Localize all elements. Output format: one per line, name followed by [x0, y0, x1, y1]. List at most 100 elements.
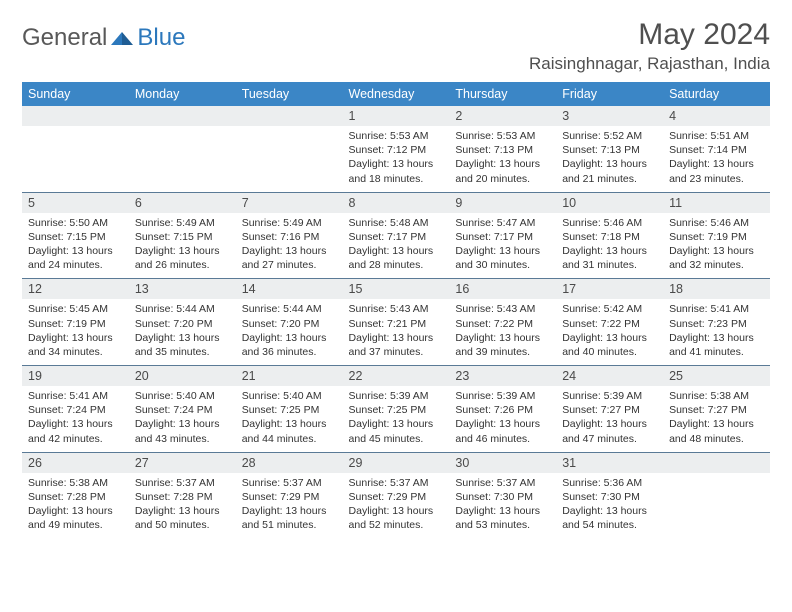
day-detail-cell: Sunrise: 5:39 AMSunset: 7:26 PMDaylight:…	[449, 386, 556, 452]
day-detail-cell	[663, 473, 770, 539]
sunrise-line: Sunrise: 5:53 AM	[349, 129, 444, 143]
sunset-line: Sunset: 7:27 PM	[562, 403, 657, 417]
daylight-line: Daylight: 13 hours and 24 minutes.	[28, 244, 123, 272]
weekday-header: Saturday	[663, 82, 770, 106]
daylight-line: Daylight: 13 hours and 54 minutes.	[562, 504, 657, 532]
day-detail-cell: Sunrise: 5:50 AMSunset: 7:15 PMDaylight:…	[22, 213, 129, 279]
day-detail-cell: Sunrise: 5:44 AMSunset: 7:20 PMDaylight:…	[236, 299, 343, 365]
daylight-line: Daylight: 13 hours and 41 minutes.	[669, 331, 764, 359]
sunset-line: Sunset: 7:19 PM	[28, 317, 123, 331]
sunrise-line: Sunrise: 5:44 AM	[242, 302, 337, 316]
sunset-line: Sunset: 7:21 PM	[349, 317, 444, 331]
daylight-line: Daylight: 13 hours and 48 minutes.	[669, 417, 764, 445]
day-detail-cell: Sunrise: 5:38 AMSunset: 7:28 PMDaylight:…	[22, 473, 129, 539]
daylight-line: Daylight: 13 hours and 23 minutes.	[669, 157, 764, 185]
daylight-line: Daylight: 13 hours and 47 minutes.	[562, 417, 657, 445]
sunset-line: Sunset: 7:30 PM	[562, 490, 657, 504]
daylight-line: Daylight: 13 hours and 51 minutes.	[242, 504, 337, 532]
day-detail-cell: Sunrise: 5:44 AMSunset: 7:20 PMDaylight:…	[129, 299, 236, 365]
day-number-cell: 24	[556, 366, 663, 387]
sunset-line: Sunset: 7:26 PM	[455, 403, 550, 417]
sunset-line: Sunset: 7:27 PM	[669, 403, 764, 417]
sunset-line: Sunset: 7:22 PM	[562, 317, 657, 331]
weekday-header: Sunday	[22, 82, 129, 106]
day-detail-row: Sunrise: 5:50 AMSunset: 7:15 PMDaylight:…	[22, 213, 770, 279]
daylight-line: Daylight: 13 hours and 50 minutes.	[135, 504, 230, 532]
sunset-line: Sunset: 7:24 PM	[28, 403, 123, 417]
logo-text-blue: Blue	[137, 24, 185, 52]
sunset-line: Sunset: 7:29 PM	[242, 490, 337, 504]
day-number-cell	[663, 452, 770, 473]
sunrise-line: Sunrise: 5:43 AM	[455, 302, 550, 316]
day-number-cell: 29	[343, 452, 450, 473]
day-number-cell: 15	[343, 279, 450, 300]
sunrise-line: Sunrise: 5:37 AM	[349, 476, 444, 490]
day-detail-cell	[22, 126, 129, 192]
daylight-line: Daylight: 13 hours and 36 minutes.	[242, 331, 337, 359]
day-number-row: 1234	[22, 106, 770, 126]
day-number-cell: 19	[22, 366, 129, 387]
day-number-cell: 28	[236, 452, 343, 473]
day-detail-cell: Sunrise: 5:40 AMSunset: 7:24 PMDaylight:…	[129, 386, 236, 452]
daylight-line: Daylight: 13 hours and 43 minutes.	[135, 417, 230, 445]
sunrise-line: Sunrise: 5:46 AM	[669, 216, 764, 230]
daylight-line: Daylight: 13 hours and 37 minutes.	[349, 331, 444, 359]
day-number-cell: 7	[236, 192, 343, 213]
daylight-line: Daylight: 13 hours and 34 minutes.	[28, 331, 123, 359]
day-number-cell	[129, 106, 236, 126]
day-detail-cell: Sunrise: 5:37 AMSunset: 7:28 PMDaylight:…	[129, 473, 236, 539]
day-number-row: 262728293031	[22, 452, 770, 473]
day-detail-cell: Sunrise: 5:47 AMSunset: 7:17 PMDaylight:…	[449, 213, 556, 279]
day-detail-cell: Sunrise: 5:52 AMSunset: 7:13 PMDaylight:…	[556, 126, 663, 192]
day-detail-row: Sunrise: 5:53 AMSunset: 7:12 PMDaylight:…	[22, 126, 770, 192]
daylight-line: Daylight: 13 hours and 44 minutes.	[242, 417, 337, 445]
sunrise-line: Sunrise: 5:42 AM	[562, 302, 657, 316]
day-detail-cell: Sunrise: 5:37 AMSunset: 7:30 PMDaylight:…	[449, 473, 556, 539]
sunrise-line: Sunrise: 5:37 AM	[242, 476, 337, 490]
day-detail-row: Sunrise: 5:41 AMSunset: 7:24 PMDaylight:…	[22, 386, 770, 452]
sunrise-line: Sunrise: 5:49 AM	[135, 216, 230, 230]
weekday-header: Monday	[129, 82, 236, 106]
sunrise-line: Sunrise: 5:37 AM	[455, 476, 550, 490]
daylight-line: Daylight: 13 hours and 42 minutes.	[28, 417, 123, 445]
sunset-line: Sunset: 7:17 PM	[455, 230, 550, 244]
daylight-line: Daylight: 13 hours and 27 minutes.	[242, 244, 337, 272]
day-number-cell: 6	[129, 192, 236, 213]
month-title: May 2024	[529, 18, 770, 52]
day-detail-cell: Sunrise: 5:39 AMSunset: 7:25 PMDaylight:…	[343, 386, 450, 452]
day-number-cell: 25	[663, 366, 770, 387]
daylight-line: Daylight: 13 hours and 32 minutes.	[669, 244, 764, 272]
daylight-line: Daylight: 13 hours and 39 minutes.	[455, 331, 550, 359]
day-detail-cell: Sunrise: 5:53 AMSunset: 7:12 PMDaylight:…	[343, 126, 450, 192]
sunrise-line: Sunrise: 5:38 AM	[669, 389, 764, 403]
sunset-line: Sunset: 7:28 PM	[28, 490, 123, 504]
day-detail-cell: Sunrise: 5:41 AMSunset: 7:23 PMDaylight:…	[663, 299, 770, 365]
sunrise-line: Sunrise: 5:50 AM	[28, 216, 123, 230]
day-detail-cell: Sunrise: 5:36 AMSunset: 7:30 PMDaylight:…	[556, 473, 663, 539]
day-number-cell: 11	[663, 192, 770, 213]
location-label: Raisinghnagar, Rajasthan, India	[529, 54, 770, 74]
calendar-body: 1234Sunrise: 5:53 AMSunset: 7:12 PMDayli…	[22, 106, 770, 538]
weekday-header: Thursday	[449, 82, 556, 106]
calendar-table: Sunday Monday Tuesday Wednesday Thursday…	[22, 82, 770, 538]
day-detail-cell: Sunrise: 5:49 AMSunset: 7:15 PMDaylight:…	[129, 213, 236, 279]
day-number-cell	[22, 106, 129, 126]
logo-text-general: General	[22, 24, 107, 52]
daylight-line: Daylight: 13 hours and 28 minutes.	[349, 244, 444, 272]
day-number-cell: 14	[236, 279, 343, 300]
sunrise-line: Sunrise: 5:43 AM	[349, 302, 444, 316]
day-detail-cell: Sunrise: 5:40 AMSunset: 7:25 PMDaylight:…	[236, 386, 343, 452]
day-detail-cell: Sunrise: 5:39 AMSunset: 7:27 PMDaylight:…	[556, 386, 663, 452]
sunset-line: Sunset: 7:19 PM	[669, 230, 764, 244]
sunset-line: Sunset: 7:20 PM	[242, 317, 337, 331]
logo-triangle-icon	[111, 29, 133, 47]
day-number-cell: 16	[449, 279, 556, 300]
day-number-cell: 21	[236, 366, 343, 387]
sunrise-line: Sunrise: 5:48 AM	[349, 216, 444, 230]
sunrise-line: Sunrise: 5:47 AM	[455, 216, 550, 230]
title-block: May 2024 Raisinghnagar, Rajasthan, India	[529, 18, 770, 74]
daylight-line: Daylight: 13 hours and 40 minutes.	[562, 331, 657, 359]
day-detail-cell: Sunrise: 5:53 AMSunset: 7:13 PMDaylight:…	[449, 126, 556, 192]
day-detail-cell: Sunrise: 5:37 AMSunset: 7:29 PMDaylight:…	[236, 473, 343, 539]
day-number-cell: 30	[449, 452, 556, 473]
